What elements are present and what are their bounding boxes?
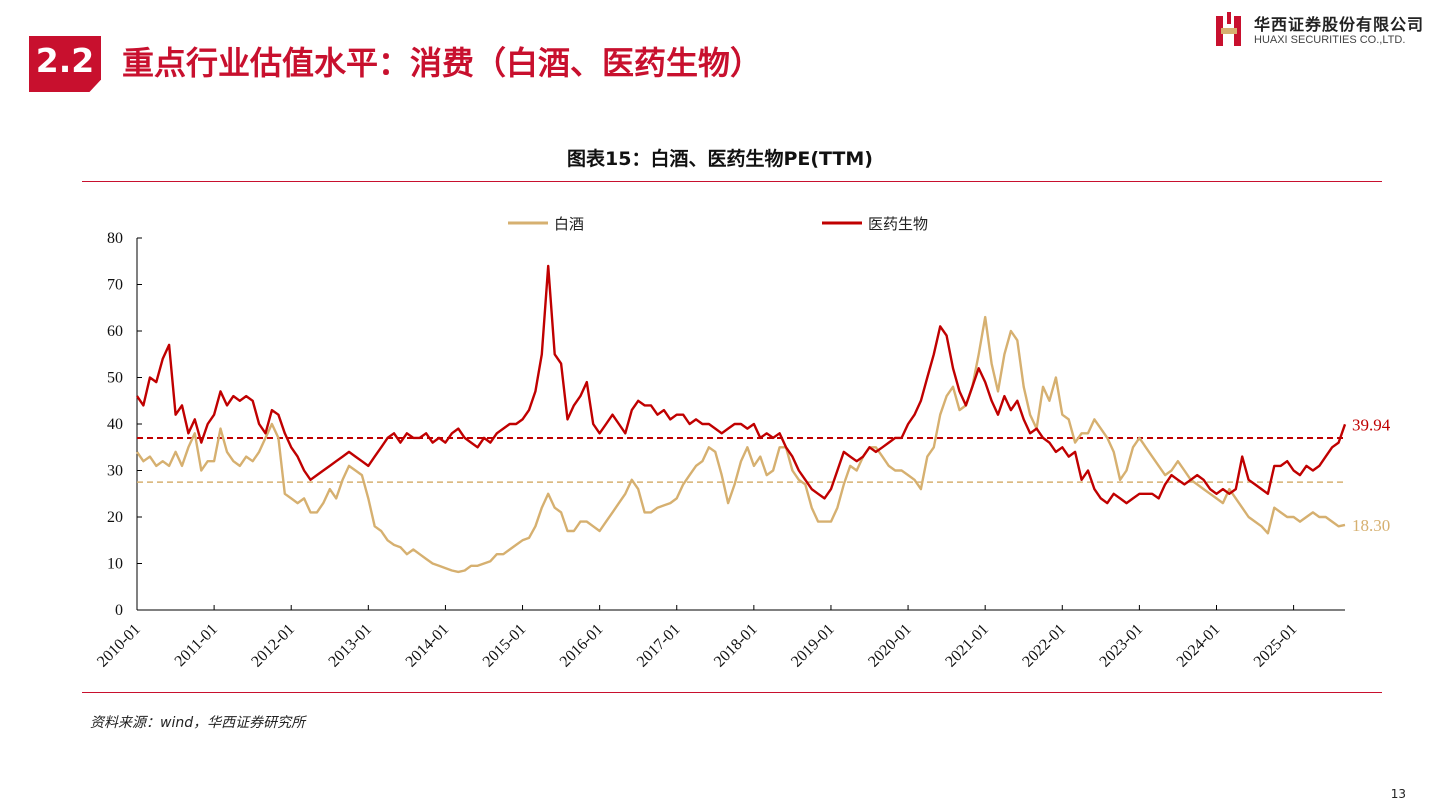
company-name-en: HUAXI SECURITIES CO.,LTD. [1254, 34, 1406, 46]
end-value-label-pharma: 39.94 [1352, 415, 1391, 434]
y-tick-label: 50 [107, 370, 123, 387]
x-tick-label: 2016-01 [557, 621, 607, 671]
x-tick-label: 2022-01 [1019, 621, 1069, 671]
x-tick-label: 2017-01 [634, 621, 684, 671]
legend-label-pharma: 医药生物 [868, 215, 928, 233]
section-number-badge: 2.2 [29, 36, 101, 92]
page-number: 13 [1390, 787, 1406, 801]
x-tick-label: 2018-01 [711, 621, 761, 671]
y-tick-label: 40 [107, 416, 123, 433]
y-tick-label: 0 [115, 602, 123, 619]
source-note: 资料来源：wind，华西证券研究所 [90, 715, 306, 731]
series-line-baijiu [136, 315, 1346, 574]
reference-lines [137, 436, 1345, 483]
end-labels: 18.30 39.94 [1352, 415, 1391, 535]
y-tick-label: 70 [107, 277, 123, 294]
x-tick-label: 2011-01 [172, 621, 221, 670]
chart-title: 图表15：白酒、医药生物PE(TTM) [567, 148, 873, 170]
bottom-divider [82, 692, 1382, 693]
y-tick-label: 30 [107, 463, 123, 480]
x-tick-label: 2023-01 [1096, 621, 1146, 671]
chart-legend: 白酒 医药生物 [508, 215, 928, 233]
x-tick-label: 2015-01 [480, 621, 530, 671]
x-tick-label: 2012-01 [248, 621, 298, 671]
series-line-pharma [136, 264, 1347, 505]
chart-axes: 0 10 20 30 40 50 60 70 80 2010-01 2011-01 2012-01 20… [94, 230, 1345, 671]
x-tick-label: 2021-01 [942, 621, 992, 671]
series-lines [136, 264, 1347, 574]
y-tick-label: 10 [107, 556, 123, 573]
end-value-label-baijiu: 18.30 [1352, 516, 1390, 535]
x-tick-label: 2013-01 [325, 621, 375, 671]
page-title: 重点行业估值水平：消费（白酒、医药生物） [122, 44, 763, 82]
x-tick-label: 2014-01 [403, 621, 453, 671]
top-divider [82, 181, 1382, 182]
huaxi-logo-icon [1216, 12, 1241, 46]
x-tick-label: 2025-01 [1251, 621, 1301, 671]
x-tick-label: 2020-01 [865, 621, 915, 671]
y-tick-label: 60 [107, 323, 123, 340]
legend-label-baijiu: 白酒 [554, 215, 584, 233]
x-tick-label: 2010-01 [94, 621, 144, 671]
company-name-cn: 华西证券股份有限公司 [1254, 15, 1425, 34]
x-tick-label: 2019-01 [788, 621, 838, 671]
y-tick-label: 80 [107, 230, 123, 247]
x-tick-label: 2024-01 [1174, 621, 1224, 671]
y-tick-label: 20 [107, 509, 123, 526]
